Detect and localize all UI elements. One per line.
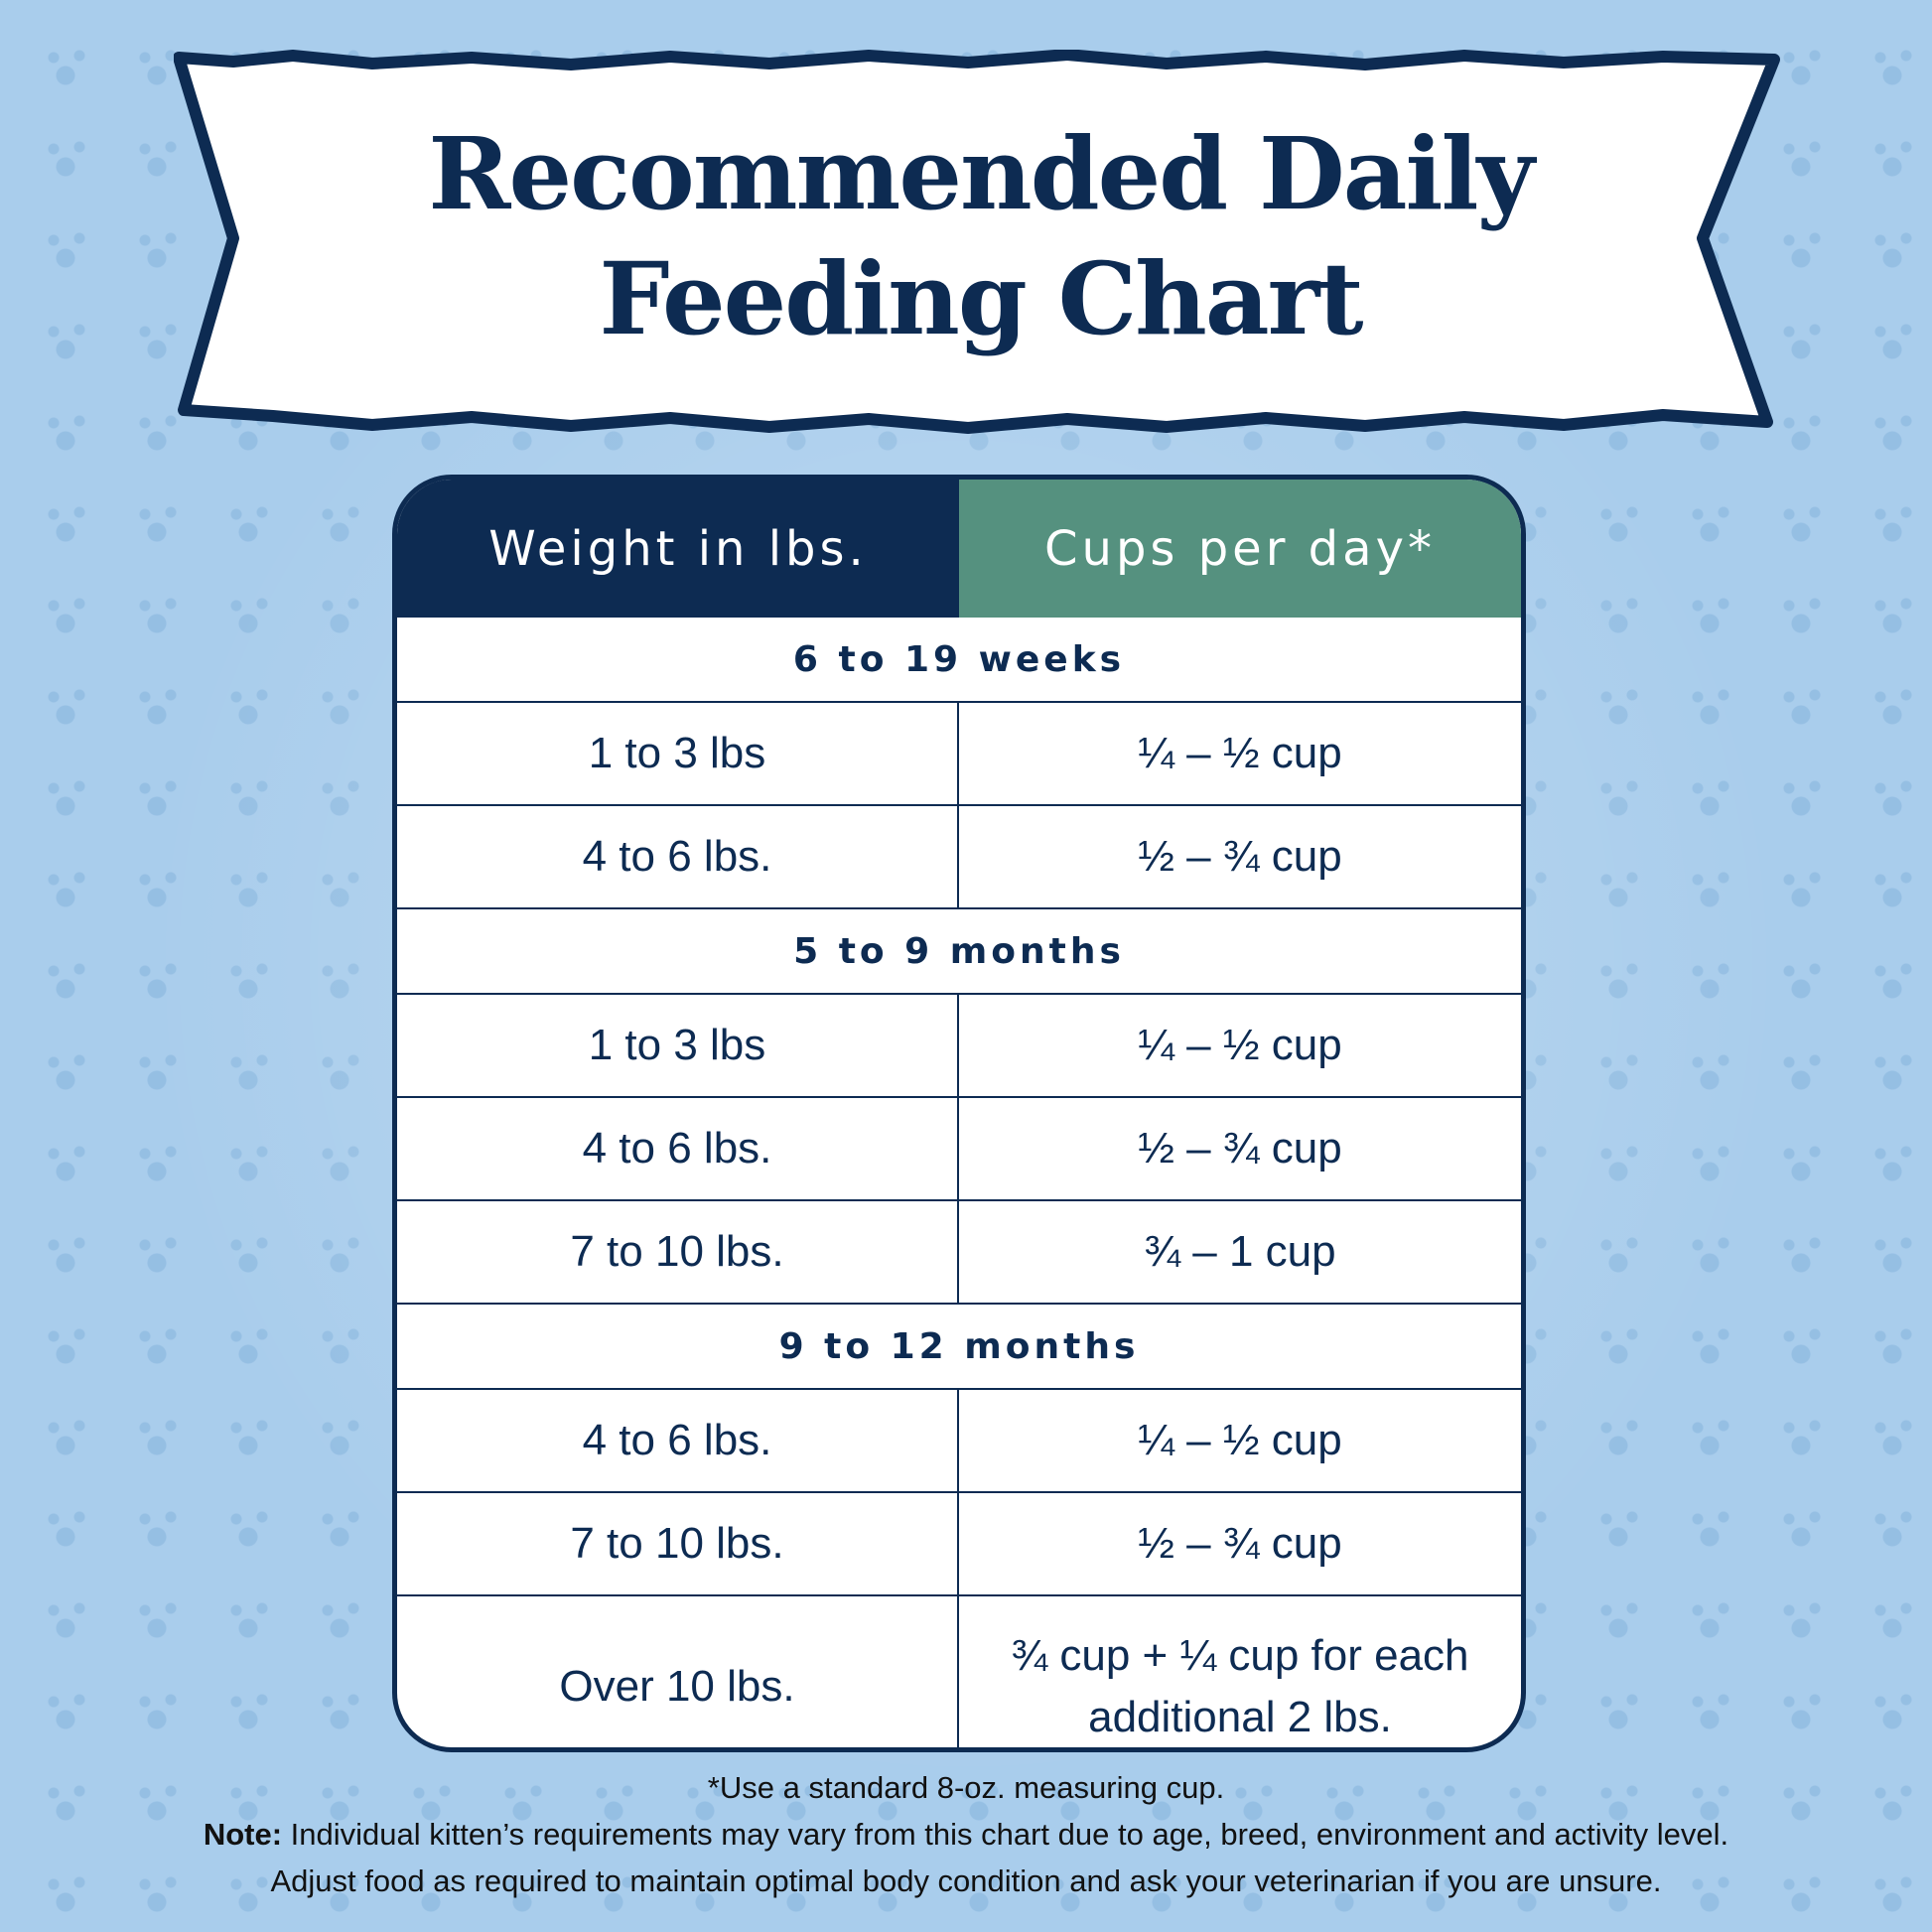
section-heading: 6 to 19 weeks: [397, 618, 1521, 703]
feeding-table: Weight in lbs. Cups per day* 6 to 19 wee…: [392, 475, 1526, 1752]
weight-cell: 1 to 3 lbs: [397, 703, 959, 804]
weight-cell: 4 to 6 lbs.: [397, 1098, 959, 1199]
footnote-asterisk: *Use a standard 8-oz. measuring cup.: [707, 1770, 1225, 1805]
table-row: 1 to 3 lbs ¼ – ½ cup: [397, 703, 1521, 806]
cups-cell: ¼ – ½ cup: [1138, 1416, 1342, 1464]
banner-ribbon-shape: [174, 50, 1780, 434]
table-row: 7 to 10 lbs. ½ – ¾ cup: [397, 1493, 1521, 1596]
cups-cell: ½ – ¾ cup: [1138, 1519, 1342, 1568]
table-header: Weight in lbs. Cups per day*: [397, 480, 1521, 618]
note-label: Note:: [203, 1817, 283, 1852]
title-line-1: Recommended Daily: [428, 115, 1534, 232]
weight-cell: 4 to 6 lbs.: [397, 806, 959, 907]
weight-cell: 1 to 3 lbs: [397, 995, 959, 1096]
note-text: Individual kitten’s requirements may var…: [282, 1817, 1729, 1852]
table-row: Over 10 lbs. ¾ cup + ¼ cup for each addit…: [397, 1596, 1521, 1747]
cups-cell: ¼ – ½ cup: [1138, 729, 1342, 777]
title-banner: [174, 50, 1787, 437]
cups-cell: ¾ – 1 cup: [1144, 1227, 1336, 1276]
table-row: 7 to 10 lbs. ¾ – 1 cup: [397, 1201, 1521, 1305]
footnote-adjust: Adjust food as required to maintain opti…: [270, 1863, 1662, 1898]
header-cups: Cups per day*: [959, 480, 1521, 618]
table-row: 4 to 6 lbs. ½ – ¾ cup: [397, 806, 1521, 909]
cups-cell: ½ – ¾ cup: [1138, 832, 1342, 881]
title-line-2: Feeding Chart: [599, 240, 1363, 357]
cups-cell: ¼ – ½ cup: [1138, 1021, 1342, 1069]
table-row: 4 to 6 lbs. ¼ – ½ cup: [397, 1390, 1521, 1493]
section-heading: 5 to 9 months: [397, 909, 1521, 995]
header-weight: Weight in lbs.: [397, 480, 959, 618]
weight-cell: Over 10 lbs.: [397, 1596, 959, 1747]
weight-cell: 4 to 6 lbs.: [397, 1390, 959, 1491]
weight-cell: 7 to 10 lbs.: [397, 1201, 959, 1303]
table-row: 1 to 3 lbs ¼ – ½ cup: [397, 995, 1521, 1098]
section-heading: 9 to 12 months: [397, 1305, 1521, 1390]
weight-cell: 7 to 10 lbs.: [397, 1493, 959, 1594]
cups-cell: ¾ cup + ¼ cup for each additional 2 lbs.: [1011, 1631, 1469, 1741]
table-row: 4 to 6 lbs. ½ – ¾ cup: [397, 1098, 1521, 1201]
cups-cell: ½ – ¾ cup: [1138, 1124, 1342, 1173]
footnote-note: Note: Individual kitten’s requirements m…: [0, 1817, 1932, 1853]
page-title: Recommended Daily Feeding Chart: [174, 111, 1787, 361]
